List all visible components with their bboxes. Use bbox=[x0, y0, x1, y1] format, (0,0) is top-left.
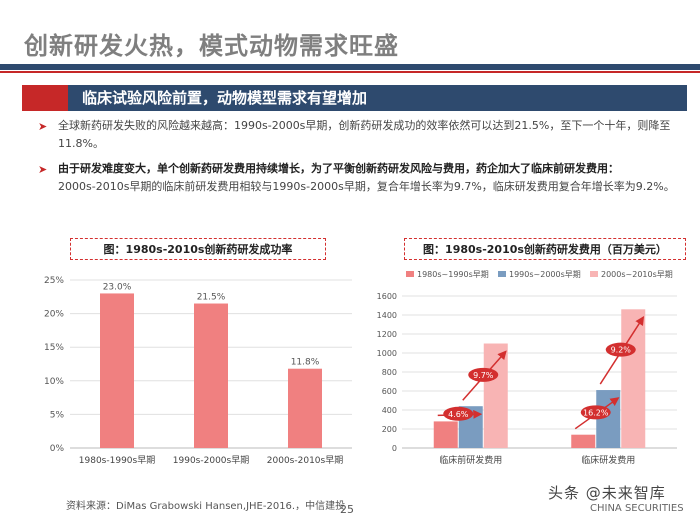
success-rate-chart: 0% 5% 10% 15% 20% 25% 23.0% 1980s-1990s早期 21.5% 1… bbox=[44, 276, 352, 466]
growth-label: 4.6% bbox=[448, 410, 469, 419]
growth-label: 9.2% bbox=[611, 346, 632, 355]
page-number: 25 bbox=[340, 503, 354, 516]
banner-accent bbox=[22, 85, 68, 111]
watermark-sub: CHINA SECURITIES bbox=[590, 503, 684, 514]
x-tick-label: 1980s-1990s早期 bbox=[79, 455, 155, 466]
y-tick-label: 600 bbox=[382, 387, 397, 396]
y-tick-label: 1200 bbox=[377, 330, 397, 339]
data-label: 11.8% bbox=[291, 358, 320, 368]
source-note: 资料来源：DiMas Grabowski Hansen,JHE-2016.，中信… bbox=[66, 501, 346, 512]
growth-badge bbox=[443, 406, 474, 421]
legend-swatch bbox=[590, 271, 598, 277]
bar bbox=[194, 303, 228, 448]
y-tick-label: 15% bbox=[44, 343, 64, 353]
bullet-2-text: 2000s-2010s早期的临床前研发费用相较与1990s-2000s早期，复合… bbox=[58, 180, 675, 193]
bar bbox=[433, 421, 458, 448]
bar bbox=[288, 368, 322, 448]
y-tick-label: 1400 bbox=[377, 311, 397, 320]
data-label: 21.5% bbox=[197, 293, 226, 303]
y-tick-label: 1000 bbox=[377, 349, 397, 358]
data-label: 23.0% bbox=[103, 282, 132, 292]
legend-label: 1990s~2000s早期 bbox=[509, 270, 581, 279]
legend-swatch bbox=[498, 271, 506, 277]
bullet-text-2: 由于研发难度变大，单个创新药研发费用持续增长，为了平衡创新药研发风险与费用，药企… bbox=[58, 160, 683, 196]
header-accent-rule bbox=[0, 71, 700, 73]
growth-label: 16.2% bbox=[583, 408, 609, 417]
y-tick-label: 1600 bbox=[377, 292, 397, 301]
growth-badge bbox=[605, 342, 636, 357]
header-rule bbox=[0, 64, 700, 70]
y-tick-label: 20% bbox=[44, 310, 64, 320]
y-tick-label: 200 bbox=[382, 425, 397, 434]
section-banner bbox=[22, 85, 687, 111]
bullet-1-text: 全球新药研发失败的风险越来越高：1990s-2000s早期，创新药研发成功的效率… bbox=[58, 119, 671, 150]
bullet-arrow-icon: ➤ bbox=[38, 120, 48, 133]
section-banner-title: 临床试验风险前置，动物模型需求有望增加 bbox=[82, 89, 368, 107]
bar bbox=[621, 309, 646, 448]
legend-label: 2000s~2010s早期 bbox=[601, 270, 673, 279]
x-tick-label: 临床研发费用 bbox=[581, 454, 635, 466]
y-tick-label: 10% bbox=[44, 377, 64, 387]
x-tick-label: 临床前研发费用 bbox=[439, 454, 502, 466]
y-tick-label: 400 bbox=[382, 406, 397, 415]
chart-1-title: 图：1980s-2010s创新药研发成功率 bbox=[70, 238, 326, 260]
growth-badge bbox=[468, 367, 499, 382]
y-tick-label: 5% bbox=[50, 410, 65, 420]
chart-2-title: 图：1980s-2010s创新药研发费用（百万美元） bbox=[404, 238, 686, 260]
legend-swatch bbox=[406, 271, 414, 277]
bullet-2-bold: 由于研发难度变大，单个创新药研发费用持续增长，为了平衡创新药研发风险与费用，药企… bbox=[58, 162, 619, 175]
bullet-text-1: 全球新药研发失败的风险越来越高：1990s-2000s早期，创新药研发成功的效率… bbox=[58, 117, 683, 153]
growth-label: 9.7% bbox=[473, 371, 494, 380]
x-tick-label: 2000s-2010s早期 bbox=[267, 455, 343, 466]
watermark: 头条 @未来智库 bbox=[548, 484, 666, 502]
y-tick-label: 800 bbox=[382, 368, 397, 377]
rd-cost-chart: 1980s~1990s早期 1990s~2000s早期 2000s~2010s早期 0… bbox=[377, 270, 677, 466]
x-tick-label: 1990s-2000s早期 bbox=[173, 455, 249, 466]
page-title: 创新研发火热，模式动物需求旺盛 bbox=[24, 32, 399, 60]
bullet-arrow-icon: ➤ bbox=[38, 163, 48, 176]
growth-badge bbox=[580, 405, 611, 420]
bar bbox=[571, 434, 596, 448]
y-tick-label: 0% bbox=[50, 444, 65, 454]
y-tick-label: 0 bbox=[392, 444, 397, 453]
bar bbox=[483, 343, 508, 448]
legend-label: 1980s~1990s早期 bbox=[417, 270, 489, 279]
y-tick-label: 25% bbox=[44, 276, 64, 286]
bar bbox=[100, 293, 134, 448]
